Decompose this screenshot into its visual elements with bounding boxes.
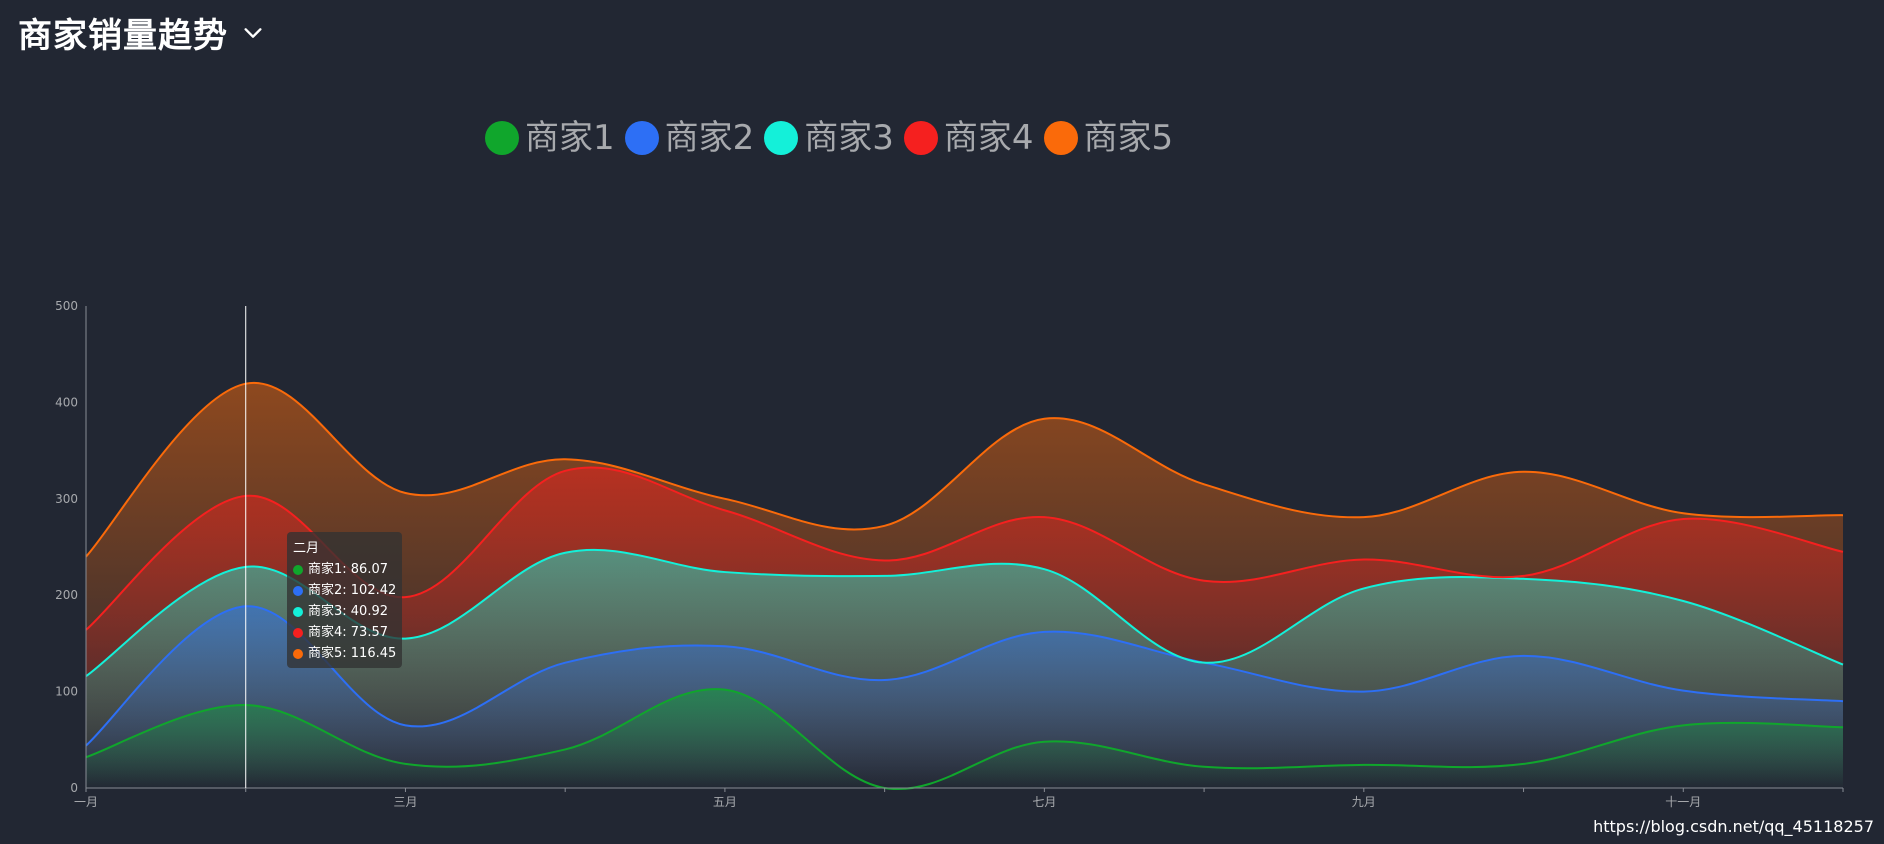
legend-label: 商家2 — [664, 118, 755, 158]
legend-dot-icon — [1043, 121, 1078, 155]
legend-dot-icon — [764, 121, 799, 155]
x-tick-label: 七月 — [1032, 795, 1056, 809]
tooltip-dot-icon — [293, 564, 303, 575]
tooltip-row: 商家5: 116.45 — [293, 643, 396, 664]
legend-item-商家4[interactable]: 商家4 — [903, 118, 1034, 158]
tooltip-dot-icon — [293, 627, 303, 638]
page-title: 商家销量趋势 — [18, 16, 228, 56]
tooltip-dot-icon — [293, 585, 303, 596]
y-tick-label: 400 — [55, 395, 78, 409]
series-area-商家1 — [86, 689, 1843, 790]
x-tick-label: 三月 — [393, 795, 417, 809]
chart-title-selector[interactable]: 商家销量趋势 — [18, 8, 264, 57]
series-line-商家1[interactable] — [85, 688, 1844, 791]
legend-item-商家1[interactable]: 商家1 — [485, 118, 615, 158]
tooltip-row: 商家3: 40.92 — [293, 601, 396, 622]
series-line-商家5[interactable] — [85, 381, 1844, 558]
x-tick-label: 十一月 — [1665, 795, 1701, 809]
watermark-url: https://blog.csdn.net/qq_45118257 — [1593, 817, 1874, 836]
chevron-down-icon[interactable] — [242, 22, 264, 44]
legend-dot-icon — [624, 121, 659, 155]
legend-item-商家5[interactable]: 商家5 — [1043, 118, 1174, 158]
legend-label: 商家1 — [525, 118, 615, 158]
tooltip-dot-icon — [293, 648, 303, 659]
x-tick-label: 五月 — [713, 795, 737, 809]
y-tick-label: 300 — [55, 492, 78, 506]
series-areas — [86, 382, 1843, 790]
chart-axes: 0 100 200 300 400 500 一月 三月 五月 七月 九月 十一月 — [55, 299, 1844, 809]
y-tick-label: 0 — [70, 781, 78, 795]
tooltip-dot-icon — [293, 606, 303, 617]
tooltip-title: 二月 — [293, 541, 320, 556]
x-tick-label: 九月 — [1352, 795, 1376, 809]
legend-item-商家3[interactable]: 商家3 — [764, 118, 894, 158]
tooltip-value: 商家5: 116.45 — [308, 646, 397, 661]
legend-dot-icon — [903, 121, 938, 155]
tooltip-row: 商家2: 102.42 — [293, 580, 396, 601]
y-tick-label: 100 — [55, 685, 78, 699]
legend-item-商家2[interactable]: 商家2 — [624, 118, 755, 158]
tooltip-row: 商家4: 73.57 — [293, 622, 396, 643]
tooltip-value: 商家2: 102.42 — [308, 583, 397, 598]
legend-label: 商家3 — [804, 118, 894, 158]
series-area-商家2 — [86, 606, 1843, 788]
chart-legend: 商家1 商家2 商家3 商家4 商家5 — [485, 118, 1183, 158]
legend-dot-icon — [485, 121, 519, 155]
tooltip-row: 商家1: 86.07 — [293, 559, 396, 580]
y-tick-label: 500 — [55, 299, 78, 313]
y-tick-label: 200 — [55, 588, 78, 602]
x-tick-label: 一月 — [74, 795, 98, 809]
legend-label: 商家4 — [943, 118, 1034, 158]
tooltip-value: 商家1: 86.07 — [308, 562, 388, 577]
series-line-商家2[interactable] — [85, 605, 1844, 747]
chart-tooltip: 二月 商家1: 86.07 商家2: 102.42 商家3: 40.92 商家4: 7… — [287, 532, 403, 668]
tooltip-value: 商家3: 40.92 — [308, 604, 388, 619]
legend-label: 商家5 — [1083, 118, 1174, 158]
tooltip-value: 商家4: 73.57 — [308, 625, 388, 640]
